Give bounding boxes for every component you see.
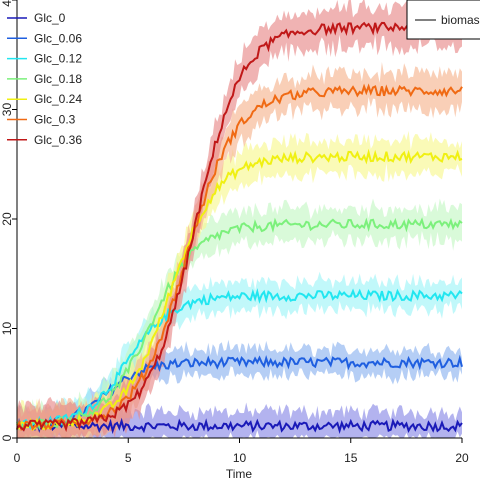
x-tick-label-5: 5 <box>125 451 132 465</box>
x-tick-label-0: 0 <box>14 451 21 465</box>
axes: 0 5 10 15 20 0 10 20 30 40 Time <box>0 0 469 480</box>
x-tick-label-15: 15 <box>344 451 358 465</box>
x-ticks: 0 5 10 15 20 <box>14 438 469 465</box>
legend-biomass-box <box>406 0 480 40</box>
x-tick-label-20: 20 <box>455 451 469 465</box>
band-Glc_0.36 <box>17 0 462 438</box>
legend-biomass: biomass <box>406 0 480 40</box>
line-Glc_0.36 <box>16 20 463 433</box>
y-tick-label-0: 0 <box>0 434 14 441</box>
y-tick-label-30: 30 <box>0 103 14 117</box>
band-Glc_0.18 <box>17 198 462 438</box>
legend-label-Glc_0: Glc_0 <box>34 11 66 25</box>
legend-label-Glc_0.24: Glc_0.24 <box>34 92 82 106</box>
series-lines <box>16 20 463 435</box>
line-Glc_0.18 <box>16 217 463 431</box>
line-Glc_0 <box>16 417 463 435</box>
y-tick-label-10: 10 <box>0 322 14 336</box>
legend-biomass-label: biomass <box>441 13 480 27</box>
line-Glc_0.3 <box>16 83 463 431</box>
x-tick-label-10: 10 <box>233 451 247 465</box>
legend: Glc_0 Glc_0.06 Glc_0.12 Glc_0.18 Glc_0.24 Glc… <box>7 11 82 147</box>
y-tick-label-20: 20 <box>0 212 14 226</box>
band-Glc_0.3 <box>17 62 462 438</box>
legend-label-Glc_0.06: Glc_0.06 <box>34 31 82 45</box>
x-axis-label: Time <box>226 467 253 480</box>
y-ticks: 0 10 20 30 40 <box>0 0 17 441</box>
legend-label-Glc_0.3: Glc_0.3 <box>34 113 76 127</box>
legend-label-Glc_0.36: Glc_0.36 <box>34 133 82 147</box>
y-tick-label-40: 40 <box>0 0 14 7</box>
legend-label-Glc_0.12: Glc_0.12 <box>34 52 82 66</box>
legend-label-Glc_0.18: Glc_0.18 <box>34 72 82 86</box>
line-Glc_0.12 <box>16 288 463 430</box>
